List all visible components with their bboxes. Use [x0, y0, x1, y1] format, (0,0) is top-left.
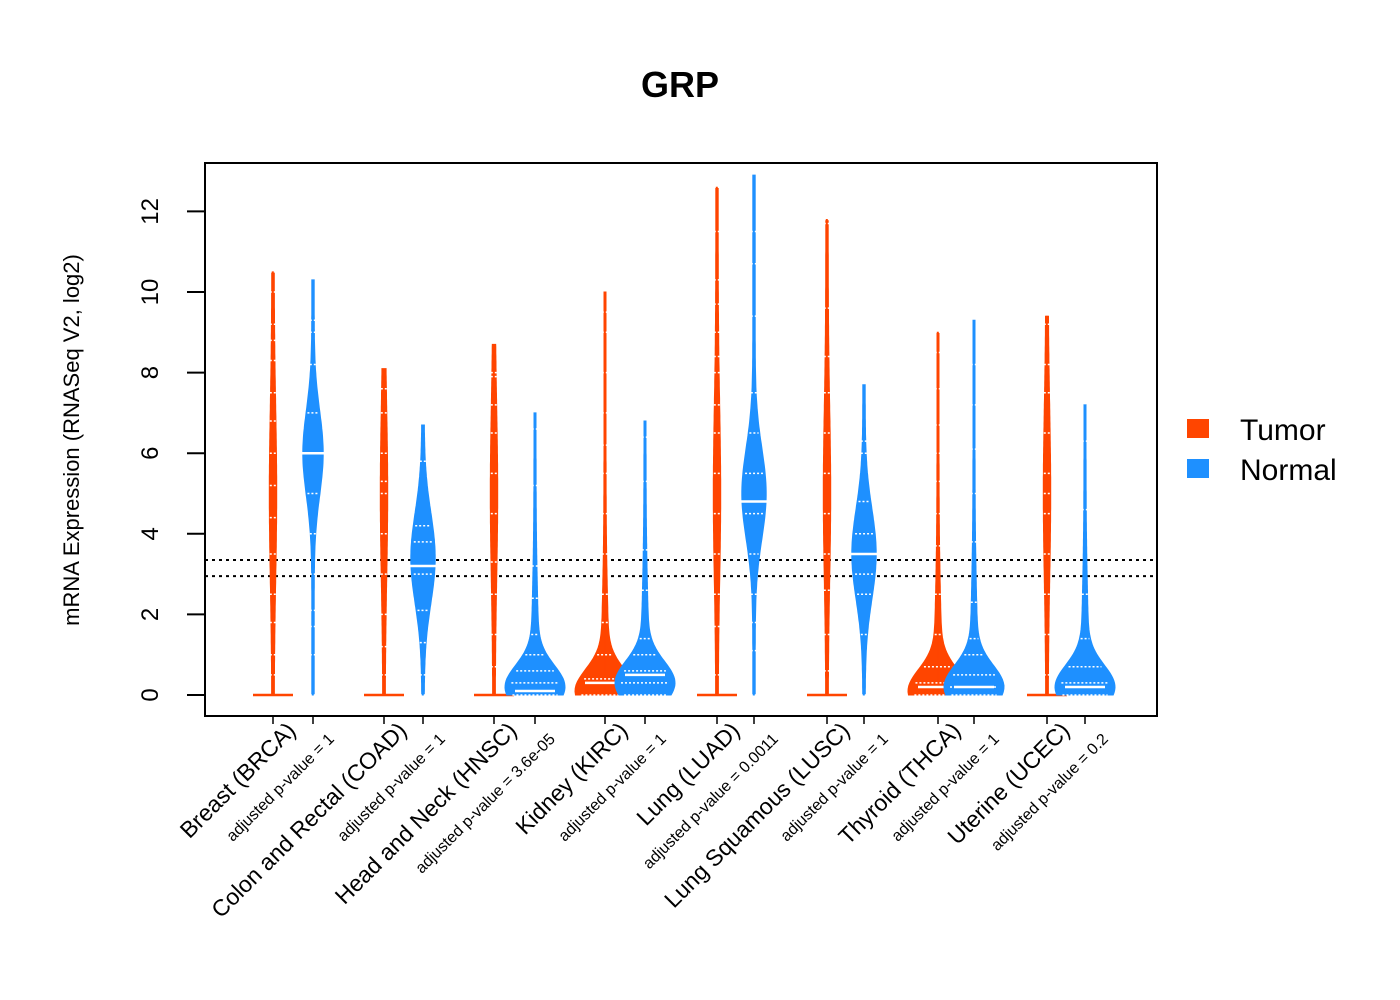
- y-axis: 0 2 4 6 8 10 12: [137, 198, 206, 702]
- violin-tumor-head-and-neck-hnsc: [474, 343, 514, 697]
- violin-normal-lung-squamous-lusc: [844, 384, 884, 696]
- y-tick-label: 8: [137, 366, 164, 379]
- violin-tumor-colon-and-rectal-coad: [364, 368, 404, 697]
- y-tick-label: 2: [137, 608, 164, 621]
- violin-normal-head-and-neck-hnsc: [504, 412, 566, 696]
- violin-tumor-breast-brca: [253, 271, 293, 697]
- legend-label-normal: Normal: [1240, 454, 1337, 487]
- y-tick-label: 0: [137, 688, 164, 701]
- y-tick-label: 10: [137, 279, 164, 306]
- violin-normal-uterine-ucec: [1054, 404, 1116, 696]
- y-axis-label: mRNA Expression (RNASeq V2, log2): [59, 254, 84, 626]
- violin-tumor-thyroid-thca: [907, 331, 969, 696]
- chart-title: GRP: [641, 64, 719, 105]
- violin-normal-thyroid-thca: [943, 319, 1005, 696]
- y-tick-label: 12: [137, 198, 164, 225]
- y-tick-label: 4: [137, 527, 164, 540]
- legend-swatch-tumor: [1187, 419, 1209, 438]
- y-tick-label: 6: [137, 447, 164, 460]
- violin-normal-breast-brca: [293, 279, 333, 696]
- violin-tumor-lung-luad: [697, 186, 737, 697]
- plot-frame: [204, 162, 1158, 717]
- violin-tumor-kidney-kirc: [574, 291, 636, 696]
- violin-series: [253, 174, 1116, 697]
- violin-normal-colon-and-rectal-coad: [403, 424, 443, 696]
- violin-tumor-lung-squamous-lusc: [807, 218, 847, 697]
- legend-label-tumor: Tumor: [1240, 414, 1326, 447]
- reference-lines: [205, 558, 1157, 578]
- legend-swatch-normal: [1187, 459, 1209, 478]
- violin-normal-kidney-kirc: [614, 420, 676, 696]
- violin-normal-lung-luad: [734, 174, 774, 696]
- violin-tumor-uterine-ucec: [1027, 315, 1067, 697]
- legend: Tumor Normal: [1187, 414, 1337, 487]
